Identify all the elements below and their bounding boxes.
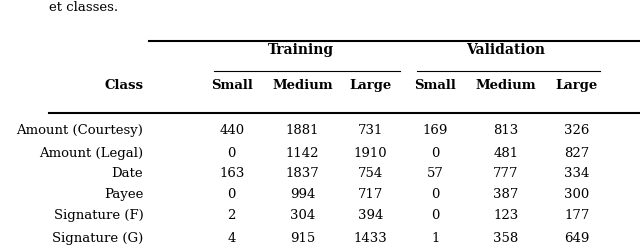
Text: Training: Training bbox=[268, 43, 334, 57]
Text: 0: 0 bbox=[431, 209, 439, 222]
Text: et classes.: et classes. bbox=[49, 1, 118, 15]
Text: Date: Date bbox=[111, 167, 143, 180]
Text: 387: 387 bbox=[493, 188, 518, 201]
Text: 300: 300 bbox=[564, 188, 589, 201]
Text: 481: 481 bbox=[493, 147, 518, 160]
Text: 1837: 1837 bbox=[285, 167, 319, 180]
Text: Large: Large bbox=[349, 78, 392, 92]
Text: 717: 717 bbox=[358, 188, 383, 201]
Text: 915: 915 bbox=[290, 231, 315, 245]
Text: 731: 731 bbox=[358, 124, 383, 137]
Text: 57: 57 bbox=[427, 167, 444, 180]
Text: 777: 777 bbox=[493, 167, 518, 180]
Text: Large: Large bbox=[556, 78, 598, 92]
Text: 649: 649 bbox=[564, 231, 589, 245]
Text: Validation: Validation bbox=[467, 43, 545, 57]
Text: 4: 4 bbox=[228, 231, 236, 245]
Text: Small: Small bbox=[414, 78, 456, 92]
Text: 2: 2 bbox=[228, 209, 236, 222]
Text: Medium: Medium bbox=[476, 78, 536, 92]
Text: Small: Small bbox=[211, 78, 253, 92]
Text: Payee: Payee bbox=[104, 188, 143, 201]
Text: 1910: 1910 bbox=[353, 147, 387, 160]
Text: 1: 1 bbox=[431, 231, 439, 245]
Text: Medium: Medium bbox=[272, 78, 333, 92]
Text: Signature (F): Signature (F) bbox=[54, 209, 143, 222]
Text: 1142: 1142 bbox=[285, 147, 319, 160]
Text: Amount (Courtesy): Amount (Courtesy) bbox=[17, 124, 143, 137]
Text: 326: 326 bbox=[564, 124, 589, 137]
Text: 1881: 1881 bbox=[285, 124, 319, 137]
Text: Amount (Legal): Amount (Legal) bbox=[39, 147, 143, 160]
Text: 394: 394 bbox=[358, 209, 383, 222]
Text: 358: 358 bbox=[493, 231, 518, 245]
Text: 334: 334 bbox=[564, 167, 589, 180]
Text: 0: 0 bbox=[431, 147, 439, 160]
Text: 0: 0 bbox=[228, 188, 236, 201]
Text: 163: 163 bbox=[219, 167, 244, 180]
Text: 304: 304 bbox=[290, 209, 315, 222]
Text: 440: 440 bbox=[219, 124, 244, 137]
Text: 813: 813 bbox=[493, 124, 518, 137]
Text: 169: 169 bbox=[422, 124, 448, 137]
Text: Class: Class bbox=[104, 78, 143, 92]
Text: 0: 0 bbox=[228, 147, 236, 160]
Text: 754: 754 bbox=[358, 167, 383, 180]
Text: Signature (G): Signature (G) bbox=[52, 231, 143, 245]
Text: 0: 0 bbox=[431, 188, 439, 201]
Text: 123: 123 bbox=[493, 209, 518, 222]
Text: 994: 994 bbox=[290, 188, 315, 201]
Text: 1433: 1433 bbox=[353, 231, 387, 245]
Text: 177: 177 bbox=[564, 209, 589, 222]
Text: 827: 827 bbox=[564, 147, 589, 160]
